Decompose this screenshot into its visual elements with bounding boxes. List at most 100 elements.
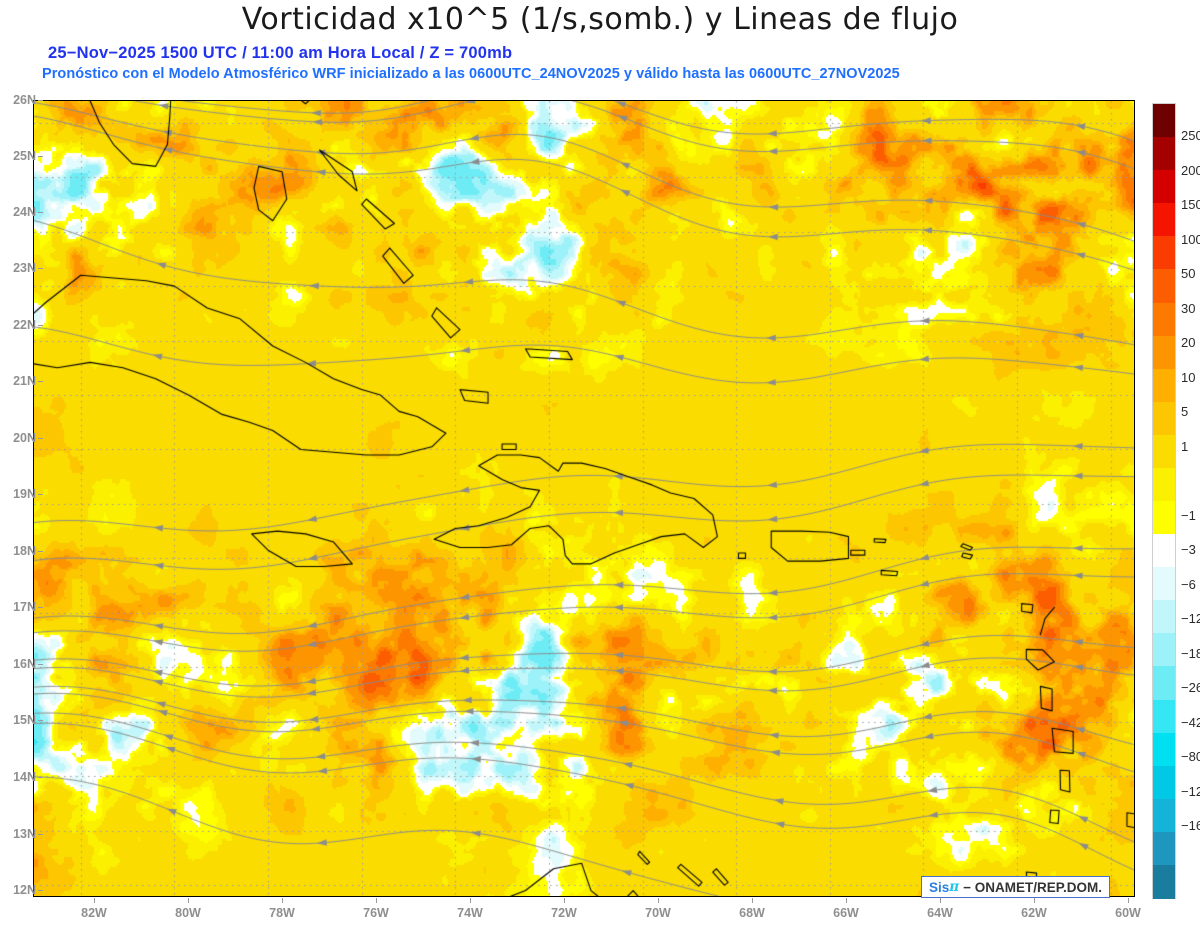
colorbar-label: 10	[1181, 370, 1196, 385]
attribution-badge: Sis π − ONAMET/REP.DOM.	[921, 876, 1111, 898]
page-title: Vorticidad x10^5 (1/s,somb.) y Lineas de…	[241, 2, 959, 37]
colorbar-band	[1153, 666, 1175, 701]
lat-tick-22n: 22N	[13, 318, 36, 332]
colorbar-band	[1153, 831, 1175, 866]
lon-tick-mark	[657, 898, 659, 903]
colorbar-label: −42	[1181, 715, 1200, 730]
colorbar-band	[1153, 368, 1175, 403]
colorbar-band	[1153, 104, 1175, 138]
forecast-datetime-subtitle: 25−Nov−2025 1500 UTC / 11:00 am Hora Loc…	[48, 44, 513, 62]
colorbar-band	[1153, 864, 1175, 899]
lon-tick-74w: 74W	[457, 906, 483, 920]
colorbar-label: −120	[1181, 784, 1200, 799]
lat-tick-mark	[38, 776, 43, 778]
colorbar-label: 150	[1181, 197, 1200, 212]
lat-tick-mark	[38, 889, 43, 891]
map-plot-area[interactable]	[33, 100, 1135, 897]
colorbar-label: 30	[1181, 301, 1196, 316]
colorbar-band	[1153, 401, 1175, 436]
lon-tick-mark	[939, 898, 941, 903]
lon-tick-mark	[1127, 898, 1129, 903]
lat-tick-mark	[38, 380, 43, 382]
lat-tick-24n: 24N	[13, 205, 36, 219]
colorbar-band	[1153, 501, 1175, 535]
lon-tick-mark	[375, 898, 377, 903]
lat-tick-mark	[38, 493, 43, 495]
colorbar-band	[1153, 137, 1175, 171]
colorbar-label: 5	[1181, 404, 1189, 419]
colorbar-label: 250	[1181, 128, 1200, 143]
colorbar-band	[1153, 467, 1175, 502]
lon-tick-62w: 62W	[1021, 906, 1047, 920]
lon-tick-mark	[93, 898, 95, 903]
lat-tick-20n: 20N	[13, 431, 36, 445]
lat-tick-mark	[38, 99, 43, 101]
colorbar-band	[1153, 600, 1175, 634]
lat-tick-mark	[38, 211, 43, 213]
colorbar-label: −6	[1181, 577, 1196, 592]
lat-tick-mark	[38, 606, 43, 608]
colorbar-label: 100	[1181, 232, 1200, 247]
colorbar-band	[1153, 302, 1175, 337]
brand-prefix-label: Sis	[929, 879, 950, 895]
lat-tick-12n: 12N	[13, 883, 36, 897]
lat-tick-16n: 16N	[13, 657, 36, 671]
colorbar-band	[1153, 699, 1175, 734]
lat-tick-mark	[38, 267, 43, 269]
lon-tick-76w: 76W	[363, 906, 389, 920]
lon-tick-70w: 70W	[645, 906, 671, 920]
lon-tick-78w: 78W	[269, 906, 295, 920]
colorbar-band	[1153, 534, 1175, 568]
lat-tick-15n: 15N	[13, 713, 36, 727]
organization-label: − ONAMET/REP.DOM.	[963, 879, 1103, 895]
colorbar-label: 50	[1181, 266, 1196, 281]
colorbar-band	[1153, 335, 1175, 370]
colorbar-band	[1153, 732, 1175, 767]
lat-tick-14n: 14N	[13, 770, 36, 784]
lat-tick-21n: 21N	[13, 374, 36, 388]
lon-tick-mark	[187, 898, 189, 903]
lat-tick-mark	[38, 833, 43, 835]
colorbar-band	[1153, 269, 1175, 304]
lon-tick-66w: 66W	[833, 906, 859, 920]
lat-tick-17n: 17N	[13, 600, 36, 614]
colorbar-label: −26	[1181, 680, 1200, 695]
colorbar-label: 1	[1181, 439, 1189, 454]
lon-tick-64w: 64W	[927, 906, 953, 920]
lon-tick-68w: 68W	[739, 906, 765, 920]
lat-tick-13n: 13N	[13, 827, 36, 841]
colorbar-band	[1153, 633, 1175, 667]
lon-tick-72w: 72W	[551, 906, 577, 920]
lon-tick-mark	[845, 898, 847, 903]
brand-pi-symbol: π	[949, 879, 960, 895]
colorbar-band	[1153, 236, 1175, 270]
colorbar-band	[1153, 203, 1175, 237]
lat-tick-18n: 18N	[13, 544, 36, 558]
lon-tick-mark	[563, 898, 565, 903]
lat-tick-mark	[38, 663, 43, 665]
vorticity-field-canvas	[34, 101, 1134, 896]
vorticity-colorbar[interactable]	[1152, 103, 1176, 899]
lat-tick-19n: 19N	[13, 487, 36, 501]
colorbar-band	[1153, 434, 1175, 469]
model-description-line: Pronóstico con el Modelo Atmosférico WRF…	[42, 66, 900, 82]
colorbar-label: 200	[1181, 163, 1200, 178]
colorbar-label: −1	[1181, 508, 1196, 523]
colorbar-label: −3	[1181, 542, 1196, 557]
colorbar-band	[1153, 798, 1175, 833]
lat-tick-mark	[38, 155, 43, 157]
lon-tick-mark	[469, 898, 471, 903]
lat-tick-25n: 25N	[13, 149, 36, 163]
lat-tick-mark	[38, 719, 43, 721]
colorbar-label: −18	[1181, 646, 1200, 661]
colorbar-label: −160	[1181, 818, 1200, 833]
lon-tick-60w: 60W	[1115, 906, 1141, 920]
colorbar-label: −12	[1181, 611, 1200, 626]
lon-tick-mark	[1033, 898, 1035, 903]
colorbar-label: −80	[1181, 749, 1200, 764]
colorbar-band	[1153, 567, 1175, 601]
lon-tick-80w: 80W	[175, 906, 201, 920]
lat-tick-23n: 23N	[13, 261, 36, 275]
colorbar-band	[1153, 170, 1175, 204]
